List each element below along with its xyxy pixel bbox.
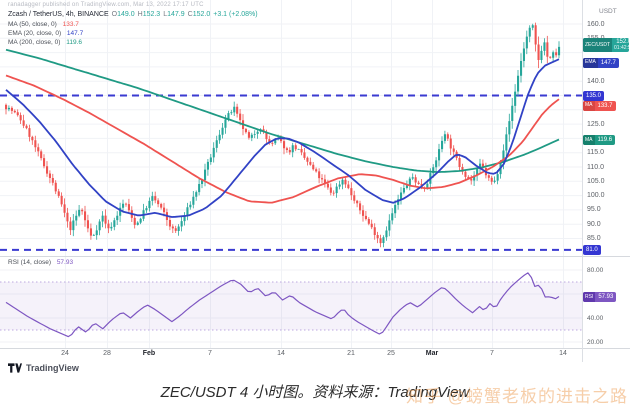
- badge-price: 152.0: [616, 39, 629, 46]
- indicator-name: MA (50, close, 0): [8, 21, 57, 28]
- price-axis-label: 90.0: [587, 220, 601, 228]
- ohlc-label: C: [187, 11, 193, 18]
- ma-line[interactable]: [5, 74, 560, 204]
- candlesticks: [5, 22, 561, 248]
- axis-badge-1337: MA 133.7: [583, 100, 616, 111]
- tradingview-footer: TradingView: [8, 363, 79, 373]
- indicator-name: RSI (14, close): [8, 259, 51, 266]
- ma-line[interactable]: [5, 48, 560, 174]
- badge-value: 135.0: [586, 93, 602, 99]
- badge-label: MA: [583, 135, 595, 145]
- indicator-row-ma200[interactable]: MA (200, close, 0) 119.6: [8, 39, 258, 48]
- time-axis-label: 7: [490, 350, 494, 357]
- badge-value: 57.93: [598, 294, 614, 300]
- time-axis-label: 25: [387, 350, 395, 357]
- time-axis-label: 14: [277, 350, 285, 357]
- chart-caption: ZEC/USDT 4 小时图。资料来源：TradingView: [160, 384, 470, 401]
- legend-rsi-value: 57.93: [56, 259, 74, 266]
- rsi-line[interactable]: [5, 272, 560, 338]
- axis-badge-810: 81.0: [583, 245, 601, 256]
- legend-ema20-value: 147.7: [66, 30, 84, 37]
- ohlc-value: 152.3: [142, 11, 161, 18]
- time-axis-label: 28: [103, 350, 111, 357]
- price-axis-label: 125.0: [587, 120, 605, 128]
- indicator-name: MA (200, close, 0): [8, 39, 61, 46]
- price-axis-label: 95.0: [587, 206, 601, 214]
- rsi-axis-label: 40.00: [587, 314, 604, 322]
- axis-badge-1477: EMA 147.7: [583, 57, 619, 68]
- price-axis-unit: USDT: [599, 8, 617, 15]
- badge-label: RSI: [583, 292, 596, 302]
- indicator-row-ema20[interactable]: EMA (20, close, 0) 147.7: [8, 30, 258, 39]
- ohlc-value: 152.0: [192, 11, 211, 18]
- price-axis-label: 110.0: [587, 163, 604, 171]
- indicator-row-rsi[interactable]: RSI (14, close) 57.93: [8, 259, 73, 266]
- time-axis-label: 7: [208, 350, 212, 357]
- ma-line[interactable]: [5, 58, 560, 218]
- ohlc-label: O: [111, 11, 118, 18]
- price-axis-label: 105.0: [587, 177, 605, 185]
- ohlc-values: O149.0 H152.3 L147.9 C152.0: [109, 11, 211, 18]
- badge-label: EMA: [583, 57, 598, 68]
- chart-legend: Zcash / TetherUS, 4h, BINANCE O149.0 H152.…: [8, 11, 258, 48]
- badge-value: 119.6: [597, 137, 613, 143]
- indicator-name: EMA (20, close, 0): [8, 30, 62, 37]
- legend-ma50-value: 133.7: [62, 21, 79, 28]
- indicator-row-ma50[interactable]: MA (50, close, 0) 133.7: [8, 21, 258, 30]
- rsi-axis-label: 80.00: [587, 266, 604, 274]
- ohlc-label: L: [163, 11, 168, 18]
- time-axis-label: 21: [347, 350, 355, 357]
- rsi-band: [0, 282, 582, 330]
- legend-ma200-value: 119.6: [66, 39, 82, 46]
- price-axis-label: 155.0: [587, 35, 605, 42]
- zhihu-watermark: 知乎 @螃蟹老板的进击之路: [406, 387, 628, 406]
- tradingview-logo-text[interactable]: TradingView: [26, 363, 79, 373]
- axis-badge-5793: RSI 57.93: [583, 292, 617, 302]
- tradingview-logo-icon[interactable]: [8, 363, 22, 373]
- price-axis-label: 115.0: [587, 149, 604, 157]
- price-axis-label: 160.0: [587, 20, 605, 28]
- axis-badge-1520: ZEC/USDT 152.001:42:55: [583, 38, 629, 53]
- caption-row: ZEC/USDT 4 小时图。资料来源：TradingView: [0, 381, 630, 402]
- symbol-row[interactable]: Zcash / TetherUS, 4h, BINANCE O149.0 H152.…: [8, 11, 258, 21]
- price-axis-label: 140.0: [587, 77, 605, 85]
- time-axis-label: 14: [559, 350, 567, 357]
- ohlc-value: 149.0: [117, 11, 135, 18]
- ohlc-value: 147.9: [167, 11, 185, 18]
- time-axis-label: Feb: [142, 350, 156, 357]
- badge-value: 81.0: [586, 247, 598, 254]
- publish-note: ranadagger published on TradingView.com,…: [8, 2, 204, 8]
- price-axis-label: 85.0: [587, 235, 601, 242]
- badge-value: 133.7: [597, 102, 613, 109]
- time-axis-label: Mar: [425, 350, 439, 357]
- rsi-axis-label: 20.00: [587, 338, 604, 346]
- chart-canvas[interactable]: [0, 0, 630, 362]
- bar-countdown: 01:42:55: [614, 45, 629, 52]
- axis-badge-1350: 135.0: [583, 91, 605, 101]
- badge-label: ZEC/USDT: [583, 38, 612, 53]
- badge-value: 147.7: [600, 59, 616, 66]
- badge-label: MA: [583, 100, 595, 111]
- symbol-title[interactable]: Zcash / TetherUS, 4h, BINANCE: [8, 11, 109, 18]
- time-axis-label: 24: [61, 350, 69, 357]
- price-axis-label: 100.0: [587, 192, 605, 200]
- ohlc-label: H: [137, 11, 143, 18]
- price-change: +3.1 (+2.08%): [213, 11, 258, 18]
- axis-badge-1196: MA 119.6: [583, 135, 616, 145]
